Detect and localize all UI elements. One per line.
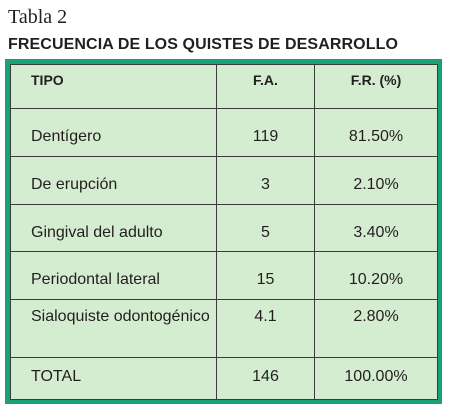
cell-tipo: TOTAL	[10, 357, 217, 400]
table-row: De erupción 3 2.10%	[10, 155, 438, 205]
cell-fa: 4.1	[216, 299, 315, 359]
table-header-row: TIPO F.A. F.R. (%)	[10, 64, 438, 109]
cell-fr: 81.50%	[314, 108, 438, 157]
header-tipo: TIPO	[10, 64, 217, 109]
cell-fr: 2.10%	[314, 155, 438, 205]
cell-fa: 146	[216, 357, 315, 400]
cell-tipo: Dentígero	[10, 108, 217, 157]
cell-fr: 2.80%	[314, 299, 438, 359]
cell-fa: 15	[216, 251, 315, 301]
cell-tipo: Gingival del adulto	[10, 203, 217, 253]
cell-fr: 10.20%	[314, 251, 438, 301]
cell-tipo: Periodontal lateral	[10, 251, 217, 301]
cell-tipo: Sialoquiste odontogénico	[10, 299, 217, 359]
table-row: Periodontal lateral 15 10.20%	[10, 251, 438, 301]
frequency-table: TIPO F.A. F.R. (%) Dentígero 119 81.50% …	[10, 64, 438, 400]
table-row: Sialoquiste odontogénico 4.1 2.80%	[10, 299, 438, 359]
table-caption: Tabla 2	[8, 6, 68, 28]
table-frame: TIPO F.A. F.R. (%) Dentígero 119 81.50% …	[5, 59, 442, 404]
cell-fa: 3	[216, 155, 315, 205]
table-row: Gingival del adulto 5 3.40%	[10, 203, 438, 253]
cell-fa: 5	[216, 203, 315, 253]
header-fa: F.A.	[216, 64, 315, 109]
table-total-row: TOTAL 146 100.00%	[10, 357, 438, 400]
cell-fa: 119	[216, 108, 315, 157]
header-fr: F.R. (%)	[314, 64, 438, 109]
table-row: Dentígero 119 81.50%	[10, 108, 438, 157]
cell-tipo: De erupción	[10, 155, 217, 205]
table-title: FRECUENCIA DE LOS QUISTES DE DESARROLLO	[8, 36, 399, 53]
cell-fr: 100.00%	[314, 357, 438, 400]
cell-fr: 3.40%	[314, 203, 438, 253]
